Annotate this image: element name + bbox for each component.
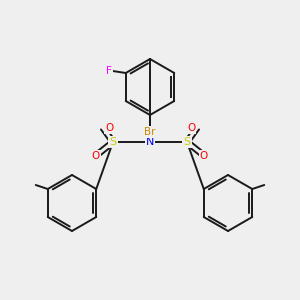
Text: O: O (92, 151, 100, 161)
Text: O: O (200, 151, 208, 161)
Text: O: O (105, 123, 113, 133)
Text: S: S (183, 137, 190, 147)
Text: S: S (110, 137, 117, 147)
Text: F: F (106, 66, 112, 76)
Text: Br: Br (144, 127, 156, 137)
Text: N: N (146, 137, 154, 147)
Text: O: O (187, 123, 195, 133)
